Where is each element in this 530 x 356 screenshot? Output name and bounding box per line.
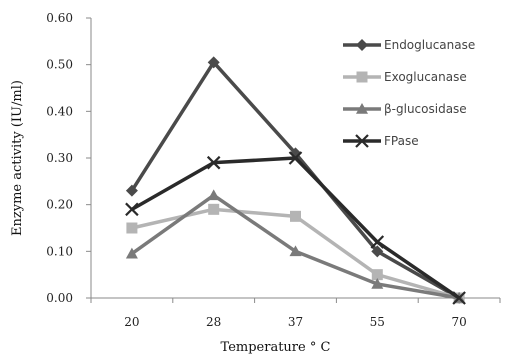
legend-marker [356,103,368,114]
data-point [288,151,303,165]
data-point [371,278,384,289]
series-lines [125,56,466,305]
data-point [208,203,220,215]
data-point [452,291,466,305]
data-point [125,184,138,197]
legend-marker [356,39,368,51]
data-point [125,202,139,217]
x-axis-title: Temperature ° C [221,340,331,355]
y-tick-label: 0.00 [46,291,73,305]
data-point [370,235,385,249]
x-tick-label: 37 [288,315,303,329]
y-tick-label: 0.60 [46,11,73,25]
data-point [207,189,220,201]
legend-label: β-glucosidase [384,102,467,116]
y-axis: 0.00 0.10 0.20 0.30 0.40 0.50 0.60 [46,11,92,305]
x-axis: 20 28 37 55 70 [90,297,501,329]
legend-item: Exoglucanase [343,70,467,84]
x-tick-label: 20 [124,315,139,329]
x-tick-label: 70 [451,315,466,329]
series-line [131,156,461,300]
data-point [207,56,220,69]
x-tick-label: 28 [206,315,221,329]
legend-label: Endoglucanase [384,38,475,52]
y-tick-label: 0.10 [46,244,73,258]
legend-item: β-glucosidase [343,102,467,116]
data-point [125,247,138,259]
data-point [289,245,302,257]
legend-marker [356,71,368,83]
y-tick-label: 0.30 [46,151,73,165]
data-point [371,269,383,281]
series-fpase [125,151,466,305]
y-tick-label: 0.50 [46,58,73,72]
legend: Endoglucanase Exoglucanase β-glucosidase FP… [343,38,475,148]
x-tick-label: 55 [370,315,385,329]
legend-marker [355,134,369,148]
legend-item: FPase [343,134,419,148]
data-point [206,155,221,170]
data-point [126,222,138,234]
legend-label: FPase [384,134,419,148]
legend-label: Exoglucanase [384,70,467,84]
data-point [371,245,384,258]
y-tick-label: 0.40 [46,104,73,118]
y-axis-title: Enzyme activity (IU/ml) [10,80,25,236]
y-tick-label: 0.20 [46,198,73,212]
legend-item: Endoglucanase [343,38,475,52]
data-point [290,210,301,222]
